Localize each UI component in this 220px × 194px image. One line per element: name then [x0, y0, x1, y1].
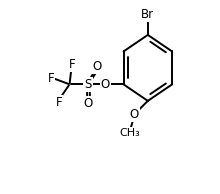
Text: S: S — [84, 78, 92, 91]
Text: F: F — [48, 72, 54, 85]
Text: O: O — [101, 78, 110, 91]
Text: CH₃: CH₃ — [120, 128, 140, 138]
Text: O: O — [92, 60, 101, 73]
Text: Br: Br — [141, 8, 154, 21]
Text: F: F — [69, 58, 75, 71]
Text: F: F — [56, 96, 62, 109]
Text: O: O — [83, 97, 92, 110]
Text: O: O — [130, 108, 139, 121]
